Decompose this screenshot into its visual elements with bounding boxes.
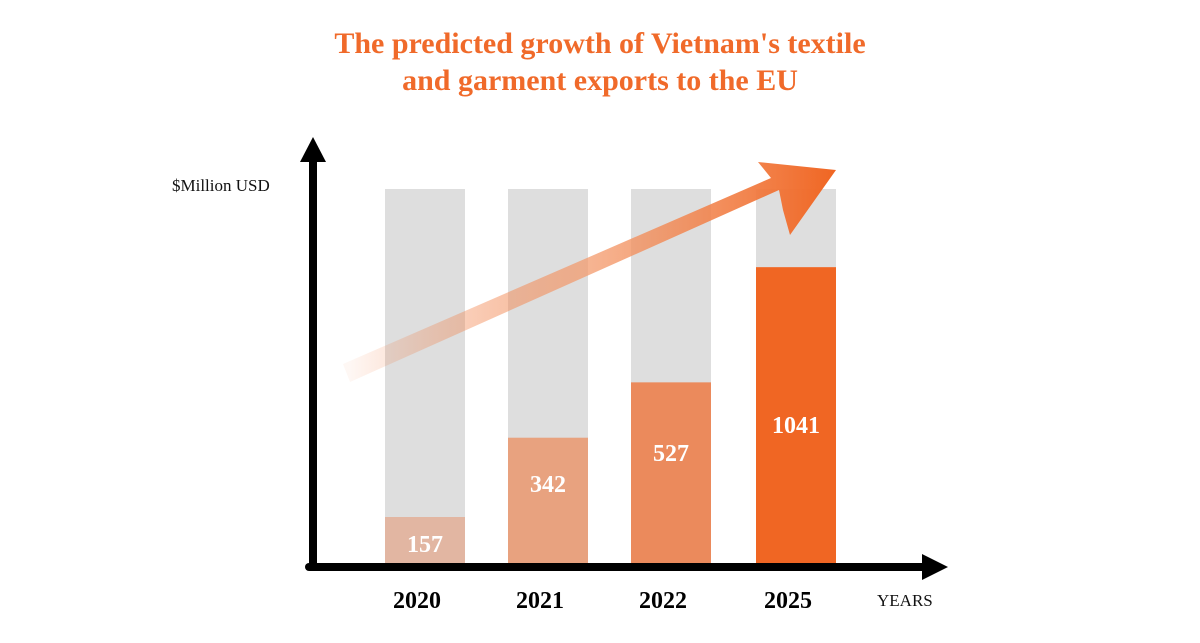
y-axis-label: $Million USD (172, 176, 270, 195)
bar-2025 (756, 267, 836, 563)
bar-2020 (385, 516, 465, 563)
x-tick-2020: 2020 (393, 588, 441, 614)
x-tick-2025: 2025 (764, 588, 812, 614)
x-tick-2021: 2021 (516, 588, 564, 614)
title-line-1: The predicted growth of Vietnam's textil… (334, 27, 866, 60)
trend-arrow (343, 162, 836, 382)
y-axis (300, 137, 326, 570)
data-label-2020: 157 (407, 532, 443, 558)
bar-2021 (508, 437, 588, 563)
title-line-2: and garment exports to the EU (402, 64, 798, 97)
data-label-2025: 1041 (772, 413, 820, 439)
data-label-2021: 342 (530, 472, 566, 498)
bar-2022 (631, 382, 711, 563)
x-axis (305, 554, 948, 580)
x-tick-2022: 2022 (639, 588, 687, 614)
x-axis-label: YEARS (877, 591, 933, 610)
chart-title: The predicted growth of Vietnam's textil… (0, 25, 1200, 99)
bar-background-2020 (385, 189, 465, 563)
data-label-2022: 527 (653, 441, 689, 467)
